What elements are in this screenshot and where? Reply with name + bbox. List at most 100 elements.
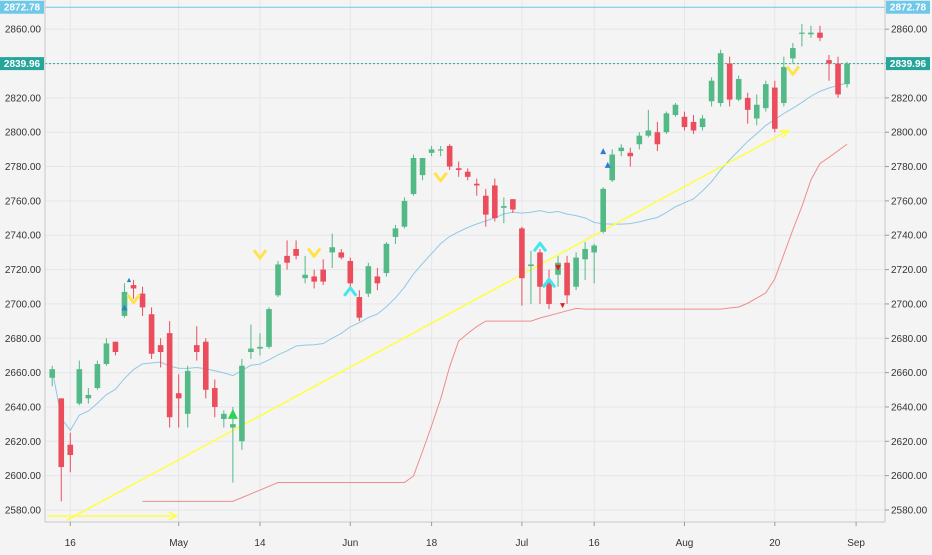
candle-body	[726, 63, 733, 100]
candle	[139, 286, 146, 316]
candle	[573, 252, 579, 291]
candle-body	[49, 369, 56, 378]
buy-arrow-marker	[227, 408, 238, 419]
y-tick-label-right: 2680.00	[891, 334, 928, 345]
trendline-group	[47, 129, 790, 521]
x-tick-label: 16	[589, 538, 601, 549]
y-tick-label-left: 2620.00	[5, 437, 42, 448]
candle	[708, 77, 715, 107]
candle	[284, 240, 290, 270]
candle-body	[85, 394, 92, 399]
sell-signal-chevron	[785, 65, 801, 76]
candle	[473, 178, 480, 196]
candle	[510, 199, 516, 213]
y-tick-label-right: 2600.00	[891, 471, 928, 482]
candle-body	[636, 135, 643, 145]
candle	[591, 243, 597, 284]
candle	[184, 365, 191, 428]
candle-body	[772, 87, 778, 129]
y-tick-label-left: 2680.00	[5, 334, 42, 345]
candle	[826, 54, 832, 81]
candle-body	[663, 113, 670, 133]
candle-body	[419, 157, 426, 176]
candle-body	[275, 264, 281, 296]
candle	[212, 379, 218, 418]
candle	[501, 197, 507, 224]
candle	[537, 248, 543, 304]
candle	[311, 269, 317, 289]
y-tick-label-left: 2800.00	[5, 128, 42, 139]
candle	[808, 25, 814, 38]
candle-body	[374, 276, 381, 284]
candle-body	[184, 370, 191, 414]
right-price-tag-last-price	[886, 57, 930, 71]
blue-signal-marker	[121, 304, 128, 311]
trendline-arrowhead	[779, 129, 790, 139]
candle-body	[735, 78, 742, 100]
candle-body	[817, 32, 823, 38]
candle	[446, 144, 453, 170]
x-tick-label: 18	[426, 538, 438, 549]
candle	[130, 279, 137, 299]
y-tick-label-left: 2720.00	[5, 265, 42, 276]
y-tick-label-right: 2580.00	[891, 505, 928, 516]
left-price-tag-resistance	[0, 0, 44, 14]
candle	[519, 226, 525, 306]
trendline-horizontal-arrowhead	[168, 511, 179, 521]
y-tick-label-right: 2780.00	[891, 162, 928, 173]
blue-signal-marker	[126, 277, 132, 283]
candle-body	[708, 80, 715, 102]
candle-body	[166, 333, 173, 418]
y-tick-label-left: 2820.00	[5, 93, 42, 104]
candle	[112, 341, 119, 356]
x-axis-background	[0, 522, 932, 550]
y-tick-label-left: 2600.00	[5, 471, 42, 482]
x-tick-label: 16	[65, 538, 77, 549]
x-tick-label: 20	[769, 538, 781, 549]
candle	[230, 406, 236, 483]
candle	[790, 42, 796, 64]
candle-body	[591, 245, 597, 253]
left-price-tag-last-price	[0, 57, 44, 71]
price-tag-label: 2872.78	[890, 3, 927, 14]
candle	[166, 321, 173, 428]
candle	[772, 80, 778, 133]
candle	[49, 365, 56, 387]
candle	[609, 149, 616, 183]
candle	[835, 56, 841, 98]
candle	[76, 360, 83, 406]
candle	[383, 242, 390, 277]
y-tick-label-right: 2660.00	[891, 368, 928, 379]
candle-body	[112, 341, 119, 353]
candle	[690, 115, 697, 134]
sell-signal-chevron	[306, 247, 322, 258]
y-tick-label-left: 2860.00	[5, 25, 42, 36]
candle	[464, 168, 471, 181]
x-tick-label: Sep	[847, 538, 865, 549]
candle	[672, 103, 679, 117]
candle-body	[293, 248, 299, 256]
candle-body	[582, 248, 588, 260]
candle	[193, 326, 200, 361]
x-tick-label: May	[169, 538, 188, 549]
y-tick-label-right: 2640.00	[891, 402, 928, 413]
candle-body	[690, 121, 697, 131]
candle-body	[121, 291, 128, 316]
y-tick-label-right: 2620.00	[891, 437, 928, 448]
y-tick-label-left: 2700.00	[5, 299, 42, 310]
candle-body	[717, 53, 724, 104]
candle	[699, 115, 706, 131]
candle	[121, 283, 128, 318]
candle	[618, 144, 625, 157]
candle-body	[455, 168, 462, 170]
candle-body	[446, 145, 453, 167]
candle	[627, 147, 634, 167]
price-tag-label: 2839.96	[4, 59, 41, 70]
candle	[302, 255, 308, 284]
candle-body	[329, 247, 336, 253]
candle-body	[320, 269, 326, 282]
candle	[482, 188, 489, 227]
candle	[157, 338, 164, 368]
